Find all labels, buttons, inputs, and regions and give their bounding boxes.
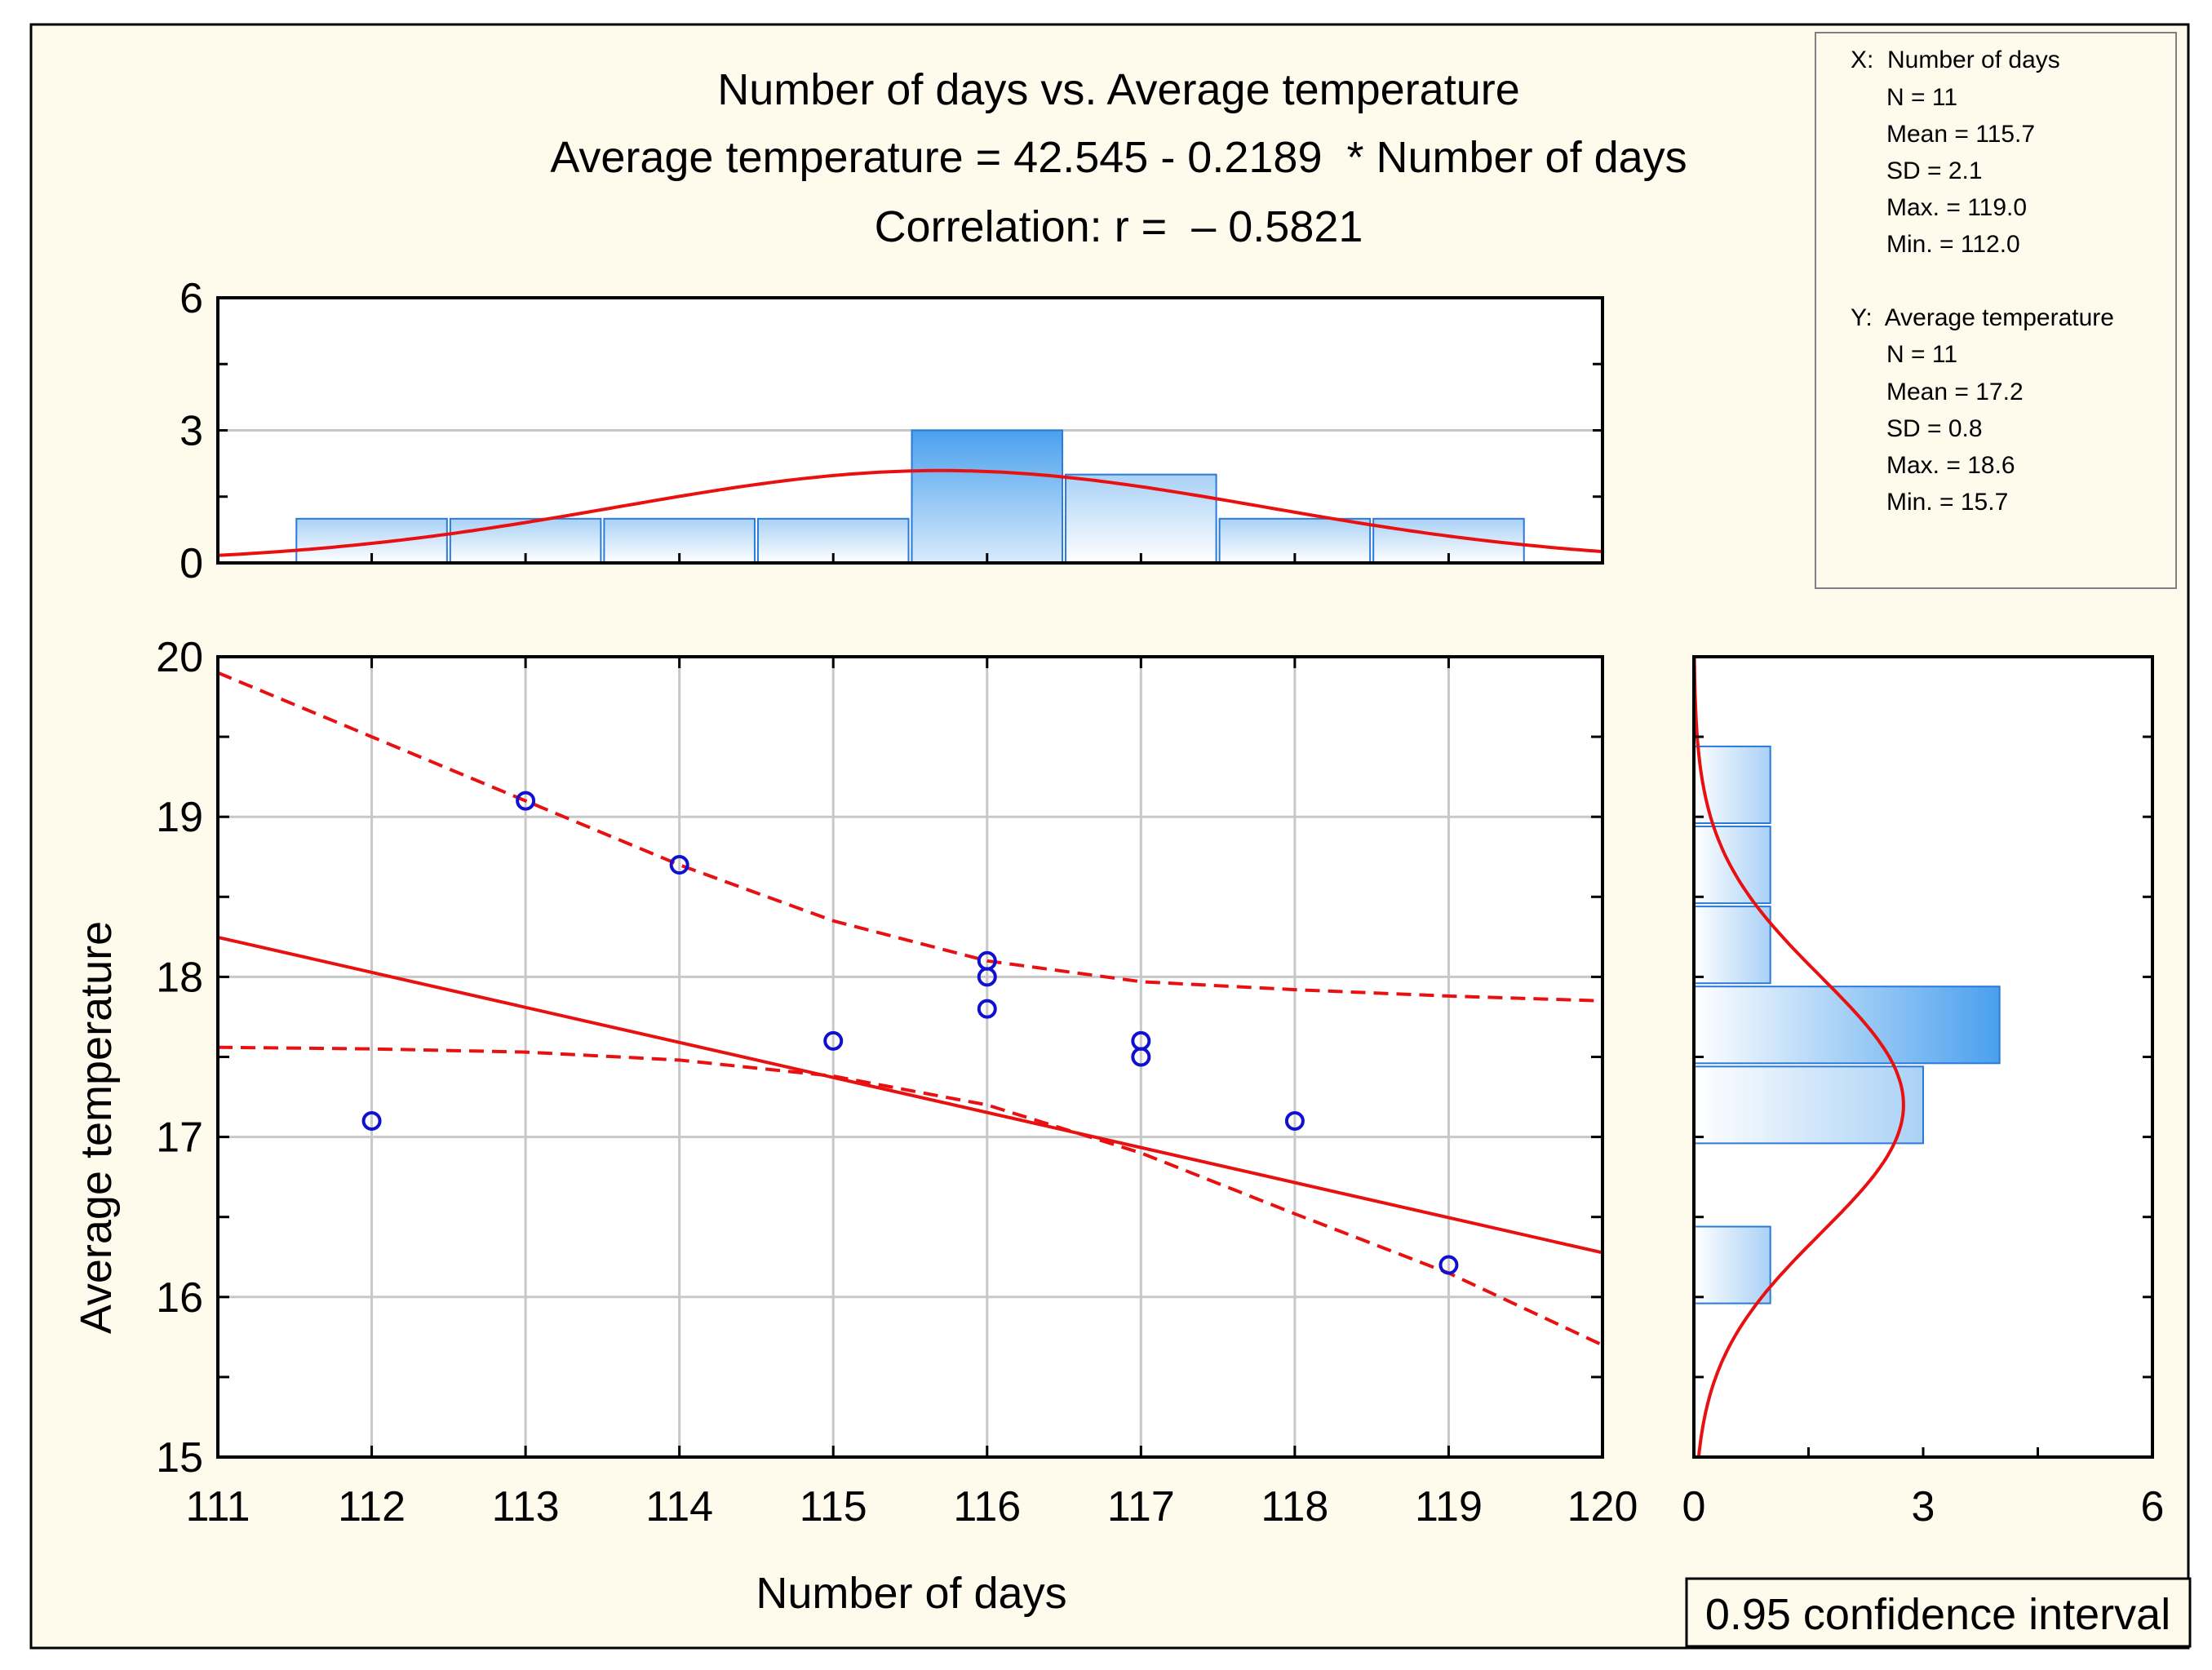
data-point bbox=[977, 999, 997, 1019]
stats-y-n: N = 11 bbox=[1886, 341, 1957, 368]
confidence-band-upper bbox=[217, 671, 1603, 1003]
data-point bbox=[669, 855, 689, 875]
legend: 0.95 confidence interval bbox=[1685, 1577, 2192, 1648]
x-tick-label: 112 bbox=[338, 1483, 406, 1530]
regression-equation: Average temperature = 42.545 - 0.2189 * … bbox=[550, 133, 1687, 182]
stats-x-min: Min. = 112.0 bbox=[1886, 231, 2020, 258]
x-histogram-bar bbox=[911, 429, 1064, 564]
y-histogram-count-label: 0 bbox=[1682, 1483, 1706, 1530]
correlation-text: Correlation: r = – 0.5821 bbox=[875, 202, 1363, 251]
x-tick-label: 116 bbox=[953, 1483, 1021, 1530]
plot-area bbox=[218, 657, 1602, 1457]
data-point bbox=[1284, 1110, 1305, 1131]
y-tick-label: 15 bbox=[156, 1434, 203, 1482]
stats-x-header: X: Number of days bbox=[1851, 47, 2060, 73]
stats-box-frame bbox=[1815, 32, 2177, 589]
stats-x-sd: SD = 2.1 bbox=[1886, 157, 1983, 184]
stats-y-sd: SD = 0.8 bbox=[1886, 415, 1983, 442]
stats-y-max: Max. = 18.6 bbox=[1886, 452, 2015, 479]
x-tick-label: 117 bbox=[1107, 1483, 1175, 1530]
y-tick-label: 20 bbox=[156, 634, 203, 681]
stats-box: X: Number of days N = 11 Mean = 115.7 SD… bbox=[1815, 32, 2177, 589]
stats-y-mean: Mean = 17.2 bbox=[1886, 379, 2024, 405]
y-histogram-bar bbox=[1693, 1065, 1924, 1145]
y-histogram: 0 3 6 bbox=[1682, 655, 2165, 1530]
stats-y-min: Min. = 15.7 bbox=[1886, 489, 2008, 516]
data-point bbox=[1131, 1047, 1151, 1067]
y-axis-label: Average temperature bbox=[72, 921, 121, 1334]
y-histogram-bar bbox=[1693, 826, 1771, 905]
x-tick-label: 111 bbox=[185, 1483, 250, 1530]
stats-x-n: N = 11 bbox=[1886, 84, 1957, 111]
data-point bbox=[1438, 1255, 1459, 1275]
chart-title: Number of days vs. Average temperature bbox=[717, 65, 1520, 114]
y-histogram-bar bbox=[1693, 1225, 1771, 1305]
regression-line bbox=[217, 935, 1603, 1255]
y-tick-label: 16 bbox=[156, 1274, 203, 1322]
scatter-plot: 111 112 113 114 115 116 117 118 119 120 15 16 17 18 19… bbox=[156, 634, 1638, 1530]
legend-frame bbox=[1685, 1577, 2192, 1648]
legend-text: 0.95 confidence interval bbox=[1705, 1590, 2170, 1639]
data-point bbox=[977, 967, 997, 987]
x-tick-label: 115 bbox=[800, 1483, 867, 1530]
x-histogram-count-label: 6 bbox=[180, 275, 203, 322]
y-tick-label: 17 bbox=[156, 1114, 203, 1162]
stats-x-max: Max. = 119.0 bbox=[1886, 194, 2027, 221]
y-tick-label: 19 bbox=[156, 794, 203, 841]
x-histogram-count-label: 3 bbox=[180, 408, 203, 455]
y-histogram-count-label: 6 bbox=[2141, 1483, 2165, 1530]
confidence-band-lower bbox=[217, 1045, 1603, 1347]
data-point bbox=[516, 791, 536, 811]
x-axis-label: Number of days bbox=[756, 1569, 1066, 1618]
x-histogram: 0 3 6 bbox=[180, 275, 1604, 587]
x-normal-curve bbox=[217, 468, 1603, 557]
y-histogram-count-label: 3 bbox=[1912, 1483, 1935, 1530]
stats-y-header: Y: Average temperature bbox=[1851, 304, 2114, 331]
y-histogram-bar bbox=[1693, 986, 2001, 1065]
x-histogram-count-label: 0 bbox=[180, 540, 203, 587]
y-tick-label: 18 bbox=[156, 954, 203, 1001]
stats-x-mean: Mean = 115.7 bbox=[1886, 121, 2035, 148]
x-tick-label: 113 bbox=[492, 1483, 560, 1530]
x-tick-label: 114 bbox=[645, 1483, 713, 1530]
x-tick-label: 120 bbox=[1567, 1483, 1638, 1530]
data-point bbox=[361, 1110, 382, 1131]
x-tick-label: 118 bbox=[1261, 1483, 1328, 1530]
data-point bbox=[823, 1030, 844, 1051]
y-normal-curve bbox=[1692, 657, 1905, 1458]
x-tick-label: 119 bbox=[1415, 1483, 1483, 1530]
x-histogram-bar bbox=[1065, 473, 1217, 565]
y-histogram-bar bbox=[1693, 906, 1771, 985]
y-histogram-bar bbox=[1693, 745, 1771, 825]
